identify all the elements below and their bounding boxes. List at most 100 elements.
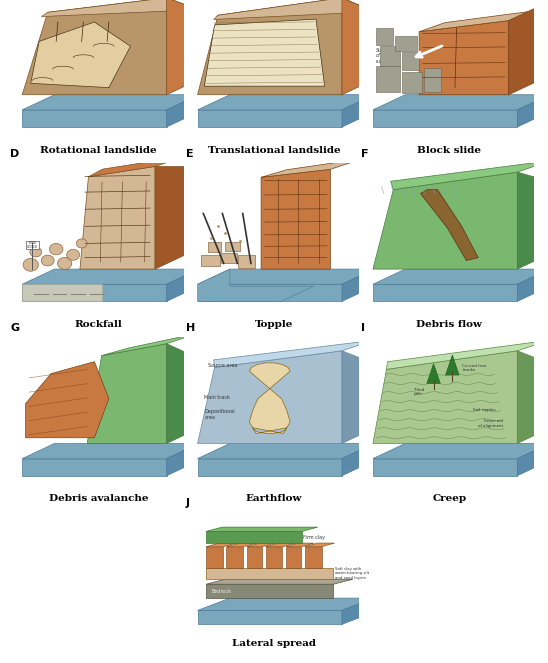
Text: G: G xyxy=(10,323,19,333)
Polygon shape xyxy=(197,459,342,476)
Text: Debris flow: Debris flow xyxy=(416,320,482,329)
Circle shape xyxy=(49,243,63,255)
Text: Lateral spread: Lateral spread xyxy=(232,639,316,648)
Text: Surface
of
rupture: Surface of rupture xyxy=(376,48,395,64)
Polygon shape xyxy=(206,579,353,584)
Polygon shape xyxy=(391,161,548,190)
Polygon shape xyxy=(204,19,324,86)
Polygon shape xyxy=(373,95,548,110)
Polygon shape xyxy=(286,547,301,568)
Polygon shape xyxy=(201,255,220,267)
Polygon shape xyxy=(31,22,130,88)
Text: E: E xyxy=(186,149,193,159)
Polygon shape xyxy=(155,166,187,269)
Polygon shape xyxy=(22,95,199,110)
Polygon shape xyxy=(373,110,517,127)
Circle shape xyxy=(67,249,79,261)
Polygon shape xyxy=(373,269,548,284)
Polygon shape xyxy=(265,543,295,547)
Text: Debris avalanche: Debris avalanche xyxy=(49,495,149,503)
Polygon shape xyxy=(167,0,199,95)
Polygon shape xyxy=(373,351,517,444)
Polygon shape xyxy=(226,543,256,547)
Polygon shape xyxy=(206,532,301,543)
Polygon shape xyxy=(402,52,419,70)
Polygon shape xyxy=(376,28,393,45)
Circle shape xyxy=(30,247,42,257)
Polygon shape xyxy=(87,343,167,444)
Polygon shape xyxy=(247,547,262,568)
Polygon shape xyxy=(305,547,322,568)
Circle shape xyxy=(58,257,72,269)
Polygon shape xyxy=(261,169,330,269)
Polygon shape xyxy=(342,598,374,625)
Polygon shape xyxy=(238,255,255,268)
Polygon shape xyxy=(286,543,314,547)
Text: F: F xyxy=(361,149,368,159)
Polygon shape xyxy=(342,444,374,476)
Text: I: I xyxy=(361,323,365,333)
Text: Topple: Topple xyxy=(255,320,293,329)
Polygon shape xyxy=(22,269,199,284)
Polygon shape xyxy=(373,284,517,302)
Polygon shape xyxy=(402,72,422,93)
Polygon shape xyxy=(88,156,187,177)
Polygon shape xyxy=(517,269,548,302)
Text: J: J xyxy=(186,499,190,509)
Polygon shape xyxy=(214,340,374,367)
Text: Rotational landslide: Rotational landslide xyxy=(41,146,157,154)
Text: ROAD
CLOSED: ROAD CLOSED xyxy=(27,241,38,249)
Polygon shape xyxy=(420,190,478,261)
Text: Source area: Source area xyxy=(208,363,237,368)
Polygon shape xyxy=(342,269,374,302)
Text: D: D xyxy=(10,149,20,159)
Polygon shape xyxy=(167,269,199,302)
Text: Translational landslide: Translational landslide xyxy=(208,146,340,154)
Polygon shape xyxy=(197,598,374,611)
Bar xyxy=(26,241,39,249)
Polygon shape xyxy=(419,21,509,95)
Polygon shape xyxy=(197,444,374,459)
Polygon shape xyxy=(386,340,548,369)
Polygon shape xyxy=(167,95,199,127)
Polygon shape xyxy=(197,284,342,302)
Polygon shape xyxy=(509,5,541,95)
Polygon shape xyxy=(247,543,275,547)
Polygon shape xyxy=(22,110,167,127)
Polygon shape xyxy=(221,253,237,263)
Polygon shape xyxy=(101,333,199,355)
Polygon shape xyxy=(373,172,517,269)
Polygon shape xyxy=(342,95,374,127)
Polygon shape xyxy=(206,547,223,568)
Polygon shape xyxy=(373,444,548,459)
Circle shape xyxy=(23,259,38,271)
Text: Fence out
of alignment: Fence out of alignment xyxy=(478,419,503,428)
Polygon shape xyxy=(427,363,441,384)
Polygon shape xyxy=(380,46,400,66)
Polygon shape xyxy=(342,0,374,95)
Polygon shape xyxy=(206,527,318,532)
Polygon shape xyxy=(265,547,283,568)
Polygon shape xyxy=(22,0,167,95)
Polygon shape xyxy=(261,158,363,177)
Polygon shape xyxy=(395,36,417,50)
Polygon shape xyxy=(208,242,221,252)
Text: Tilted
pole: Tilted pole xyxy=(413,388,425,396)
Polygon shape xyxy=(419,10,541,32)
Text: Soft clay with
water-bearing silt
and sand layers: Soft clay with water-bearing silt and sa… xyxy=(335,567,369,580)
Polygon shape xyxy=(517,172,548,269)
Polygon shape xyxy=(424,68,441,92)
Text: Earthflow: Earthflow xyxy=(246,495,302,503)
Circle shape xyxy=(41,255,54,266)
Polygon shape xyxy=(42,0,199,17)
Polygon shape xyxy=(225,242,240,251)
Text: Block slide: Block slide xyxy=(418,146,481,154)
Polygon shape xyxy=(446,355,459,375)
Polygon shape xyxy=(214,0,374,19)
Text: Rockfall: Rockfall xyxy=(75,320,123,329)
Polygon shape xyxy=(197,351,342,444)
Polygon shape xyxy=(517,351,548,444)
Polygon shape xyxy=(342,351,374,444)
Polygon shape xyxy=(373,459,517,476)
Polygon shape xyxy=(249,363,290,434)
